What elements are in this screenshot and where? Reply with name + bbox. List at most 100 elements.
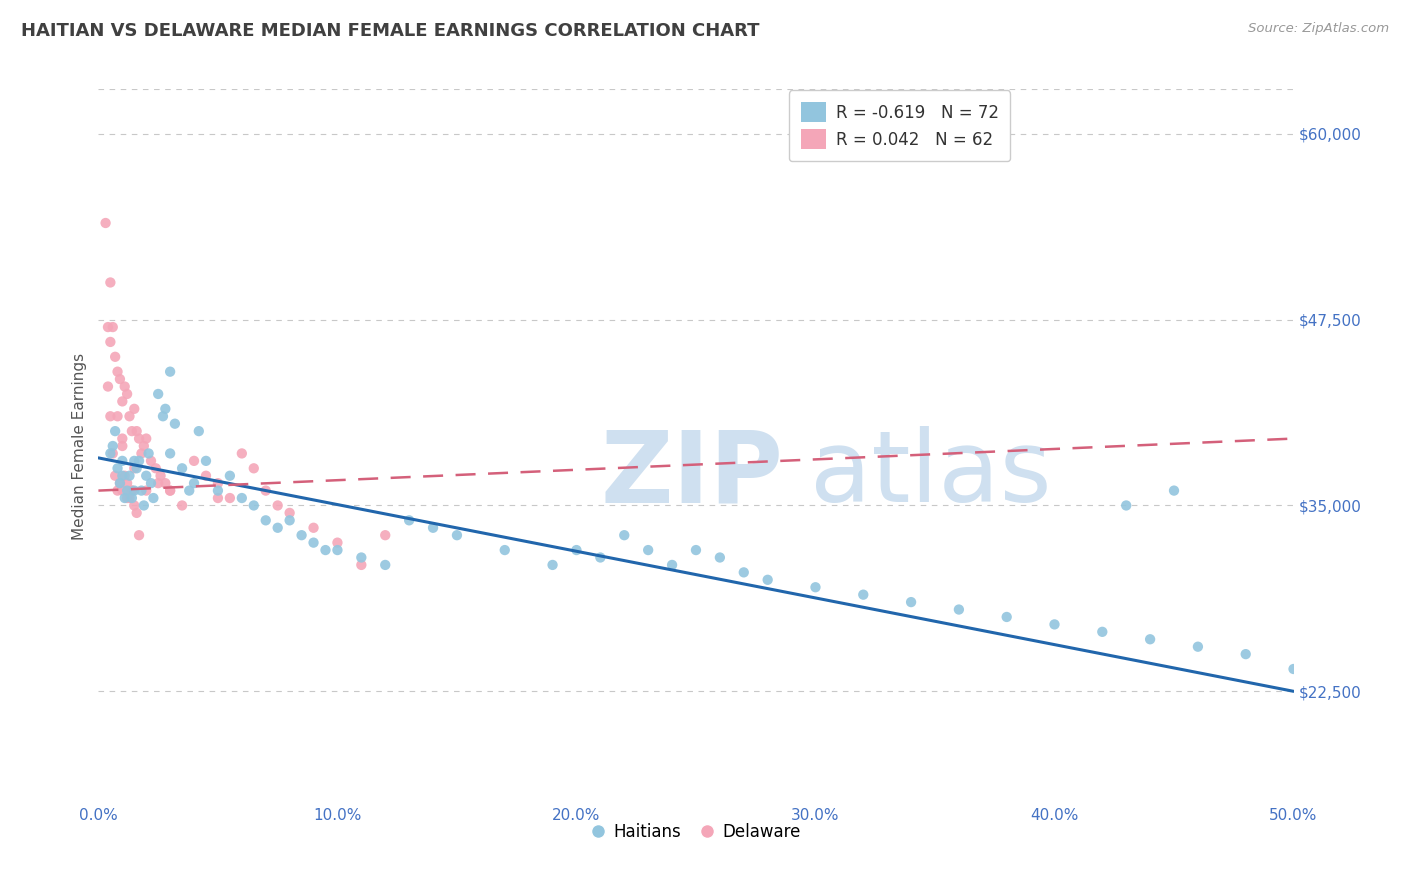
Point	[125, 424, 148, 438]
Point	[114, 491, 136, 505]
Point	[115, 476, 138, 491]
Point	[118, 468, 141, 483]
Point	[152, 409, 174, 424]
Point	[101, 320, 124, 334]
Point	[446, 528, 468, 542]
Point	[326, 543, 349, 558]
Point	[124, 461, 146, 475]
Point	[243, 461, 266, 475]
Point	[135, 432, 157, 446]
Point	[131, 446, 153, 460]
Point	[142, 491, 165, 505]
Point	[124, 454, 146, 468]
Point	[125, 506, 148, 520]
Point	[315, 543, 337, 558]
Point	[302, 535, 325, 549]
Point	[97, 379, 120, 393]
Point	[115, 491, 138, 505]
Point	[187, 424, 209, 438]
Point	[231, 491, 253, 505]
Point	[183, 476, 205, 491]
Point	[804, 580, 827, 594]
Point	[1091, 624, 1114, 639]
Point	[422, 521, 444, 535]
Point	[104, 468, 127, 483]
Point	[108, 372, 131, 386]
Point	[124, 499, 146, 513]
Point	[172, 461, 194, 475]
Point	[219, 491, 242, 505]
Point	[709, 550, 731, 565]
Point	[613, 528, 636, 542]
Point	[254, 513, 277, 527]
Point	[97, 320, 120, 334]
Point	[148, 387, 170, 401]
Point	[637, 543, 659, 558]
Point	[101, 439, 124, 453]
Point	[374, 528, 396, 542]
Point	[159, 446, 181, 460]
Point	[131, 483, 153, 498]
Point	[98, 446, 122, 460]
Text: Source: ZipAtlas.com: Source: ZipAtlas.com	[1249, 22, 1389, 36]
Point	[98, 334, 122, 349]
Point	[756, 573, 779, 587]
Point	[1187, 640, 1209, 654]
Point	[114, 379, 136, 393]
Point	[219, 468, 242, 483]
Point	[114, 468, 136, 483]
Point	[128, 454, 150, 468]
Legend: Haitians, Delaware: Haitians, Delaware	[585, 817, 807, 848]
Point	[135, 483, 157, 498]
Point	[207, 491, 229, 505]
Point	[195, 454, 218, 468]
Point	[995, 610, 1018, 624]
Point	[494, 543, 516, 558]
Point	[121, 483, 143, 498]
Point	[118, 491, 141, 505]
Point	[121, 424, 143, 438]
Point	[267, 499, 290, 513]
Point	[101, 446, 124, 460]
Point	[121, 491, 143, 505]
Point	[115, 483, 138, 498]
Point	[108, 476, 131, 491]
Point	[159, 483, 181, 498]
Point	[1043, 617, 1066, 632]
Point	[111, 432, 134, 446]
Point	[139, 454, 162, 468]
Point	[118, 409, 141, 424]
Point	[1139, 632, 1161, 647]
Point	[159, 365, 181, 379]
Point	[108, 476, 131, 491]
Point	[124, 401, 146, 416]
Point	[132, 439, 155, 453]
Point	[195, 468, 218, 483]
Y-axis label: Median Female Earnings: Median Female Earnings	[72, 352, 87, 540]
Point	[661, 558, 683, 572]
Point	[111, 454, 134, 468]
Point	[179, 483, 201, 498]
Point	[128, 432, 150, 446]
Point	[98, 276, 122, 290]
Point	[139, 476, 162, 491]
Point	[155, 401, 177, 416]
Point	[207, 483, 229, 498]
Point	[107, 409, 129, 424]
Point	[107, 483, 129, 498]
Text: ZIP: ZIP	[600, 426, 783, 523]
Point	[326, 535, 349, 549]
Point	[163, 417, 186, 431]
Point	[94, 216, 117, 230]
Point	[107, 461, 129, 475]
Point	[565, 543, 588, 558]
Point	[207, 476, 229, 491]
Point	[111, 483, 134, 498]
Point	[107, 365, 129, 379]
Point	[138, 446, 160, 460]
Text: HAITIAN VS DELAWARE MEDIAN FEMALE EARNINGS CORRELATION CHART: HAITIAN VS DELAWARE MEDIAN FEMALE EARNIN…	[21, 22, 759, 40]
Point	[132, 499, 155, 513]
Point	[1234, 647, 1257, 661]
Point	[1115, 499, 1137, 513]
Point	[128, 528, 150, 542]
